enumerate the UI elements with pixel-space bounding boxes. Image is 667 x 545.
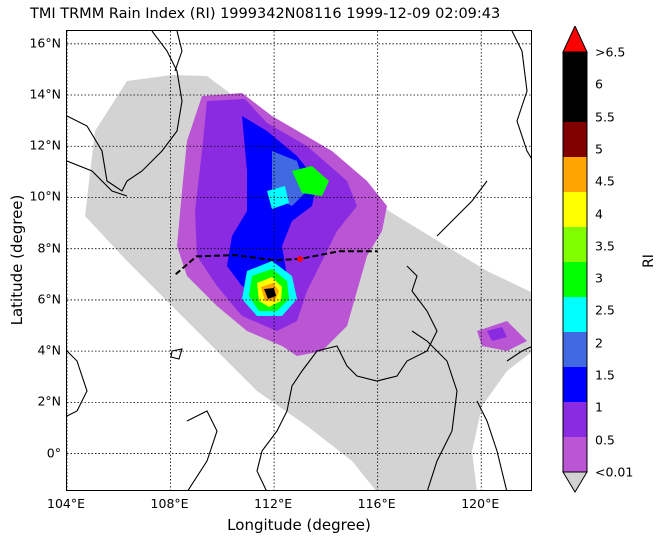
x-tick-label: 120°E xyxy=(461,496,500,511)
colorbar-segment xyxy=(563,227,587,263)
y-tick-label: 8°N xyxy=(37,240,61,256)
rain-field xyxy=(177,93,527,356)
colorbar-segment xyxy=(563,367,587,403)
colorbar-segment xyxy=(563,122,587,158)
storm-center-marker xyxy=(297,255,303,262)
colorbar-tick-label: <0.01 xyxy=(595,464,634,480)
storm-track xyxy=(175,250,378,276)
x-axis-label: Longitude (degree) xyxy=(227,516,371,534)
colorbar-over-arrow xyxy=(562,26,588,53)
y-tick-label: 10°N xyxy=(29,188,61,204)
colorbar-tick-label: >6.5 xyxy=(595,44,626,60)
x-tick-label: 104°E xyxy=(46,496,86,511)
y-tick-label: 2°N xyxy=(37,393,61,409)
y-tick-label: 14°N xyxy=(29,86,61,102)
colorbar-tick-label: 3.5 xyxy=(595,238,615,254)
colorbar-tick-label: 0.5 xyxy=(595,432,615,448)
colorbar xyxy=(562,26,588,493)
map-canvas xyxy=(67,31,531,490)
colorbar-segment xyxy=(563,297,587,333)
y-tick-label: 16°N xyxy=(29,35,61,51)
colorbar-tick-label: 2 xyxy=(595,335,603,351)
colorbar-segment xyxy=(563,87,587,123)
map-plot-area xyxy=(66,30,532,491)
colorbar-segment xyxy=(563,437,587,473)
colorbar-tick-label: 3 xyxy=(595,270,603,286)
colorbar-label: RI xyxy=(641,254,657,268)
colorbar-tick-label: 5.5 xyxy=(595,109,615,125)
chart-title: TMI TRMM Rain Index (RI) 1999342N08116 1… xyxy=(30,6,501,22)
colorbar-tick-label: 1 xyxy=(595,399,603,415)
colorbar-tick-label: 5 xyxy=(595,141,603,157)
colorbar-segment xyxy=(563,402,587,438)
colorbar-tick-label: 6 xyxy=(595,76,603,92)
colorbar-under-arrow xyxy=(562,471,588,493)
y-tick-label: 12°N xyxy=(29,137,61,153)
gridlines xyxy=(67,31,531,490)
y-tick-label: 0° xyxy=(46,445,61,461)
colorbar-tick-label: 4 xyxy=(595,206,603,222)
y-axis-label: Latitude (degree) xyxy=(8,194,26,326)
colorbar-tick-label: 4.5 xyxy=(595,173,615,189)
y-tick-label: 6°N xyxy=(37,291,61,307)
x-tick-label: 112°E xyxy=(254,496,293,511)
colorbar-segment xyxy=(563,157,587,193)
colorbar-tick-label: 1.5 xyxy=(595,367,615,383)
colorbar-segment xyxy=(563,262,587,298)
colorbar-segment xyxy=(563,332,587,368)
colorbar-tick-label: 2.5 xyxy=(595,302,615,318)
x-tick-label: 116°E xyxy=(357,496,396,511)
colorbar-segment xyxy=(563,52,587,88)
x-tick-label: 108°E xyxy=(150,496,189,511)
y-tick-label: 4°N xyxy=(37,342,61,358)
colorbar-segment xyxy=(563,192,587,228)
